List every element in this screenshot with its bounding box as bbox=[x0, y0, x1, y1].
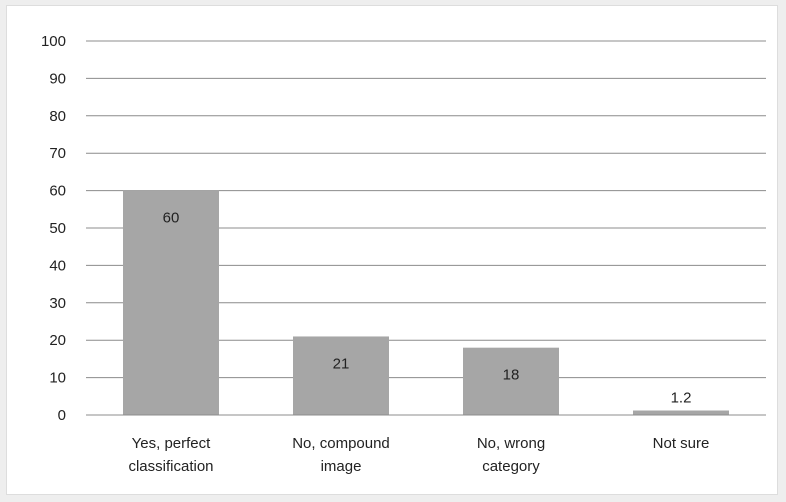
y-tick-label: 20 bbox=[49, 332, 66, 349]
y-tick-label: 40 bbox=[49, 257, 66, 274]
bar bbox=[293, 336, 389, 415]
x-category-label: No, wrong bbox=[477, 435, 545, 452]
y-tick-label: 30 bbox=[49, 295, 66, 312]
y-tick-label: 60 bbox=[49, 183, 66, 200]
x-category-label: No, compound bbox=[292, 435, 390, 452]
x-category-label: Not sure bbox=[653, 435, 710, 452]
x-category-label: category bbox=[482, 458, 540, 475]
y-tick-label: 90 bbox=[49, 70, 66, 87]
y-tick-label: 0 bbox=[58, 407, 66, 424]
data-label: 18 bbox=[503, 367, 520, 384]
data-label: 1.2 bbox=[671, 390, 692, 407]
data-label: 21 bbox=[333, 355, 350, 372]
y-tick-label: 80 bbox=[49, 108, 66, 125]
y-tick-label: 100 bbox=[41, 33, 66, 50]
bar bbox=[123, 190, 219, 415]
x-category-label: classification bbox=[128, 458, 213, 475]
data-label: 60 bbox=[163, 210, 180, 227]
x-category-label: image bbox=[321, 458, 362, 475]
bar bbox=[463, 347, 559, 415]
x-category-label: Yes, perfect bbox=[132, 435, 211, 452]
y-tick-label: 10 bbox=[49, 370, 66, 387]
y-tick-label: 50 bbox=[49, 220, 66, 237]
bar bbox=[633, 410, 729, 415]
y-tick-label: 70 bbox=[49, 145, 66, 162]
